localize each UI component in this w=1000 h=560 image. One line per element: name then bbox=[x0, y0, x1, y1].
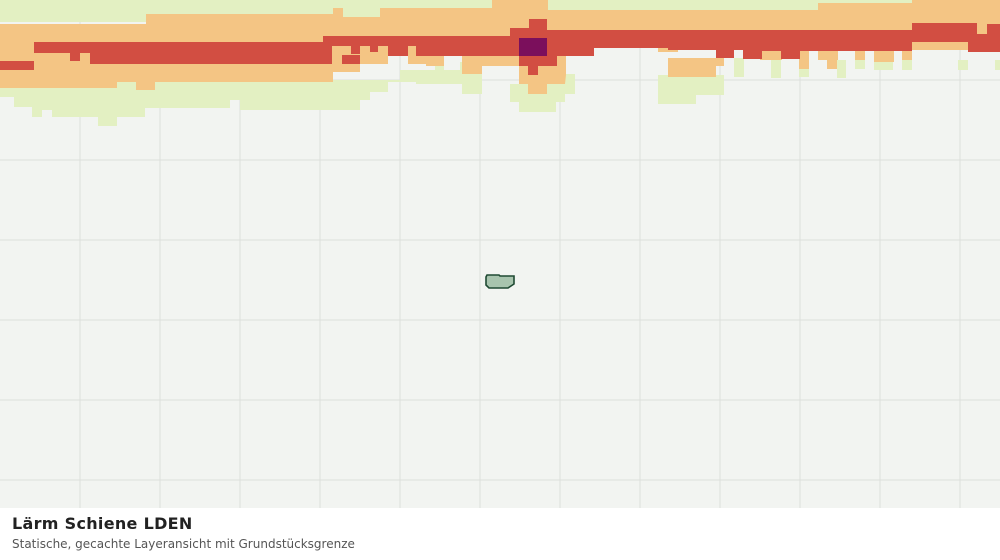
footer: Lärm Schiene LDEN Statische, gecachte La… bbox=[0, 508, 1000, 560]
parcel-boundary bbox=[485, 274, 515, 289]
noise-very-high bbox=[519, 38, 547, 56]
layer-title: Lärm Schiene LDEN bbox=[12, 514, 193, 533]
map bbox=[0, 0, 1000, 508]
layer-subtitle: Statische, gecachte Layeransicht mit Gru… bbox=[12, 537, 355, 551]
noise-high bbox=[0, 19, 1000, 75]
